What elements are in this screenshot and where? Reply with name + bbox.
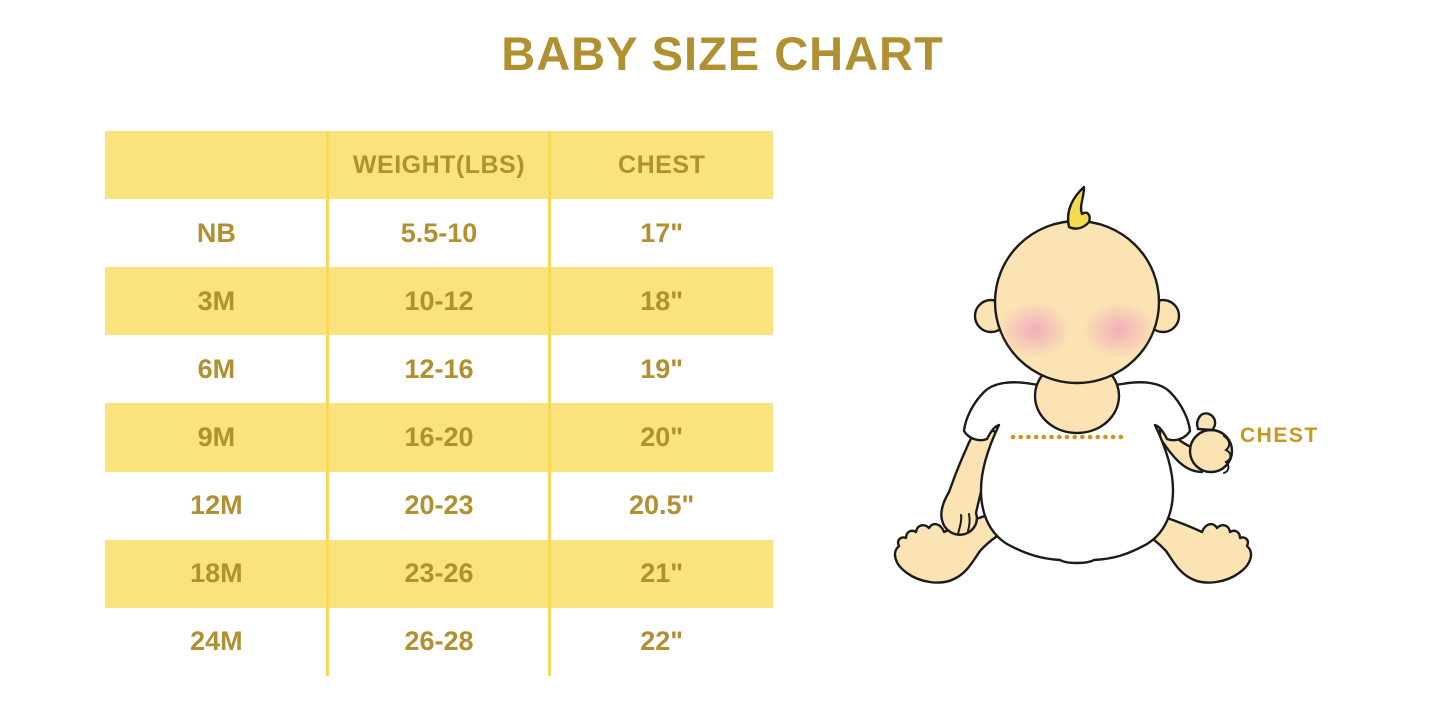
weight-cell: 26-28 <box>404 626 474 657</box>
chest-cell: 18" <box>640 285 684 316</box>
table-row: NB 5.5-10 17" <box>105 199 773 268</box>
baby-head <box>993 219 1161 385</box>
table-row: 3M 10-12 18" <box>105 267 773 336</box>
chest-cell: 20.5" <box>628 490 695 521</box>
size-cell: 9M <box>197 421 236 452</box>
chest-cell: 17" <box>640 217 684 248</box>
size-cell: 24M <box>190 626 243 657</box>
size-table: WEIGHT(LBS) CHEST NB 5.5-10 17" 3M 10-12… <box>105 131 773 676</box>
baby-hand-fingers <box>957 513 971 535</box>
size-cell: NB <box>196 217 236 248</box>
baby-right-blush <box>1083 302 1155 358</box>
table-header-row: WEIGHT(LBS) CHEST <box>105 131 773 200</box>
weight-cell: 20-23 <box>404 490 474 521</box>
size-cell: 6M <box>197 353 236 384</box>
table-row: 18M 23-26 21" <box>105 539 773 608</box>
baby-onesie <box>962 381 1192 565</box>
page-title: BABY SIZE CHART <box>501 27 944 80</box>
chest-cell: 21" <box>640 558 684 589</box>
chest-cell: 19" <box>640 353 684 384</box>
table-row: 9M 16-20 20" <box>105 403 773 472</box>
column-divider <box>548 131 551 676</box>
weight-cell: 23-26 <box>404 558 474 589</box>
baby-illustration <box>880 180 1340 620</box>
size-cell: 3M <box>197 285 236 316</box>
baby-sitting-icon <box>893 185 1253 584</box>
table-row: 12M 20-23 20.5" <box>105 471 773 540</box>
baby-fist-knuckles <box>1223 435 1232 474</box>
column-header-weight: WEIGHT(LBS) <box>352 150 526 179</box>
size-cell: 18M <box>190 558 243 589</box>
baby-hair-tuft-icon <box>1066 185 1091 230</box>
table-row: 6M 12-16 19" <box>105 335 773 404</box>
weight-cell: 12-16 <box>404 353 474 384</box>
weight-cell: 10-12 <box>404 285 474 316</box>
size-cell: 12M <box>190 490 243 521</box>
chest-cell: 20" <box>640 421 684 452</box>
weight-cell: 5.5-10 <box>400 217 478 248</box>
baby-thumb <box>1196 412 1217 432</box>
baby-left-blush <box>999 302 1071 358</box>
chest-label: CHEST <box>1240 424 1319 447</box>
chest-cell: 22" <box>640 626 684 657</box>
column-header-chest: CHEST <box>618 150 706 179</box>
column-divider <box>326 131 329 676</box>
weight-cell: 16-20 <box>404 421 474 452</box>
table-row: 24M 26-28 22" <box>105 607 773 676</box>
